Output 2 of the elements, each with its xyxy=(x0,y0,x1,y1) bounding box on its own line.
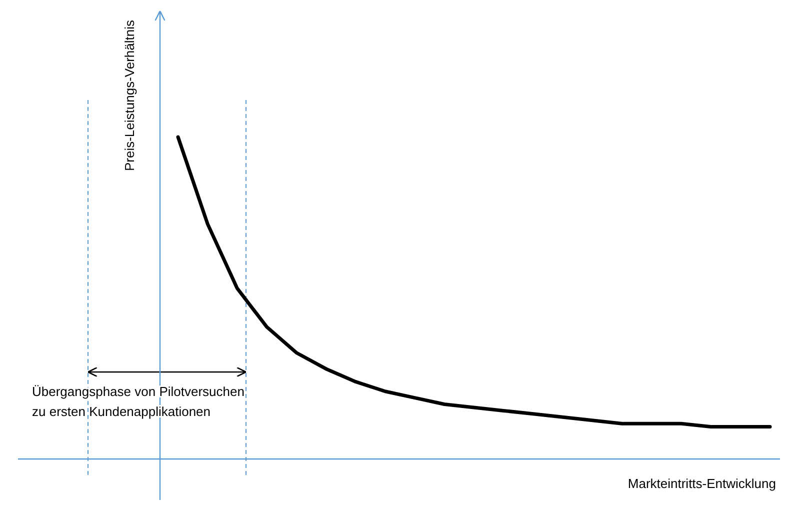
y-axis-title: Preis-Leistungs-Verhältnis xyxy=(122,20,137,172)
x-axis-title: Markteintritts-Entwicklung xyxy=(628,476,776,491)
